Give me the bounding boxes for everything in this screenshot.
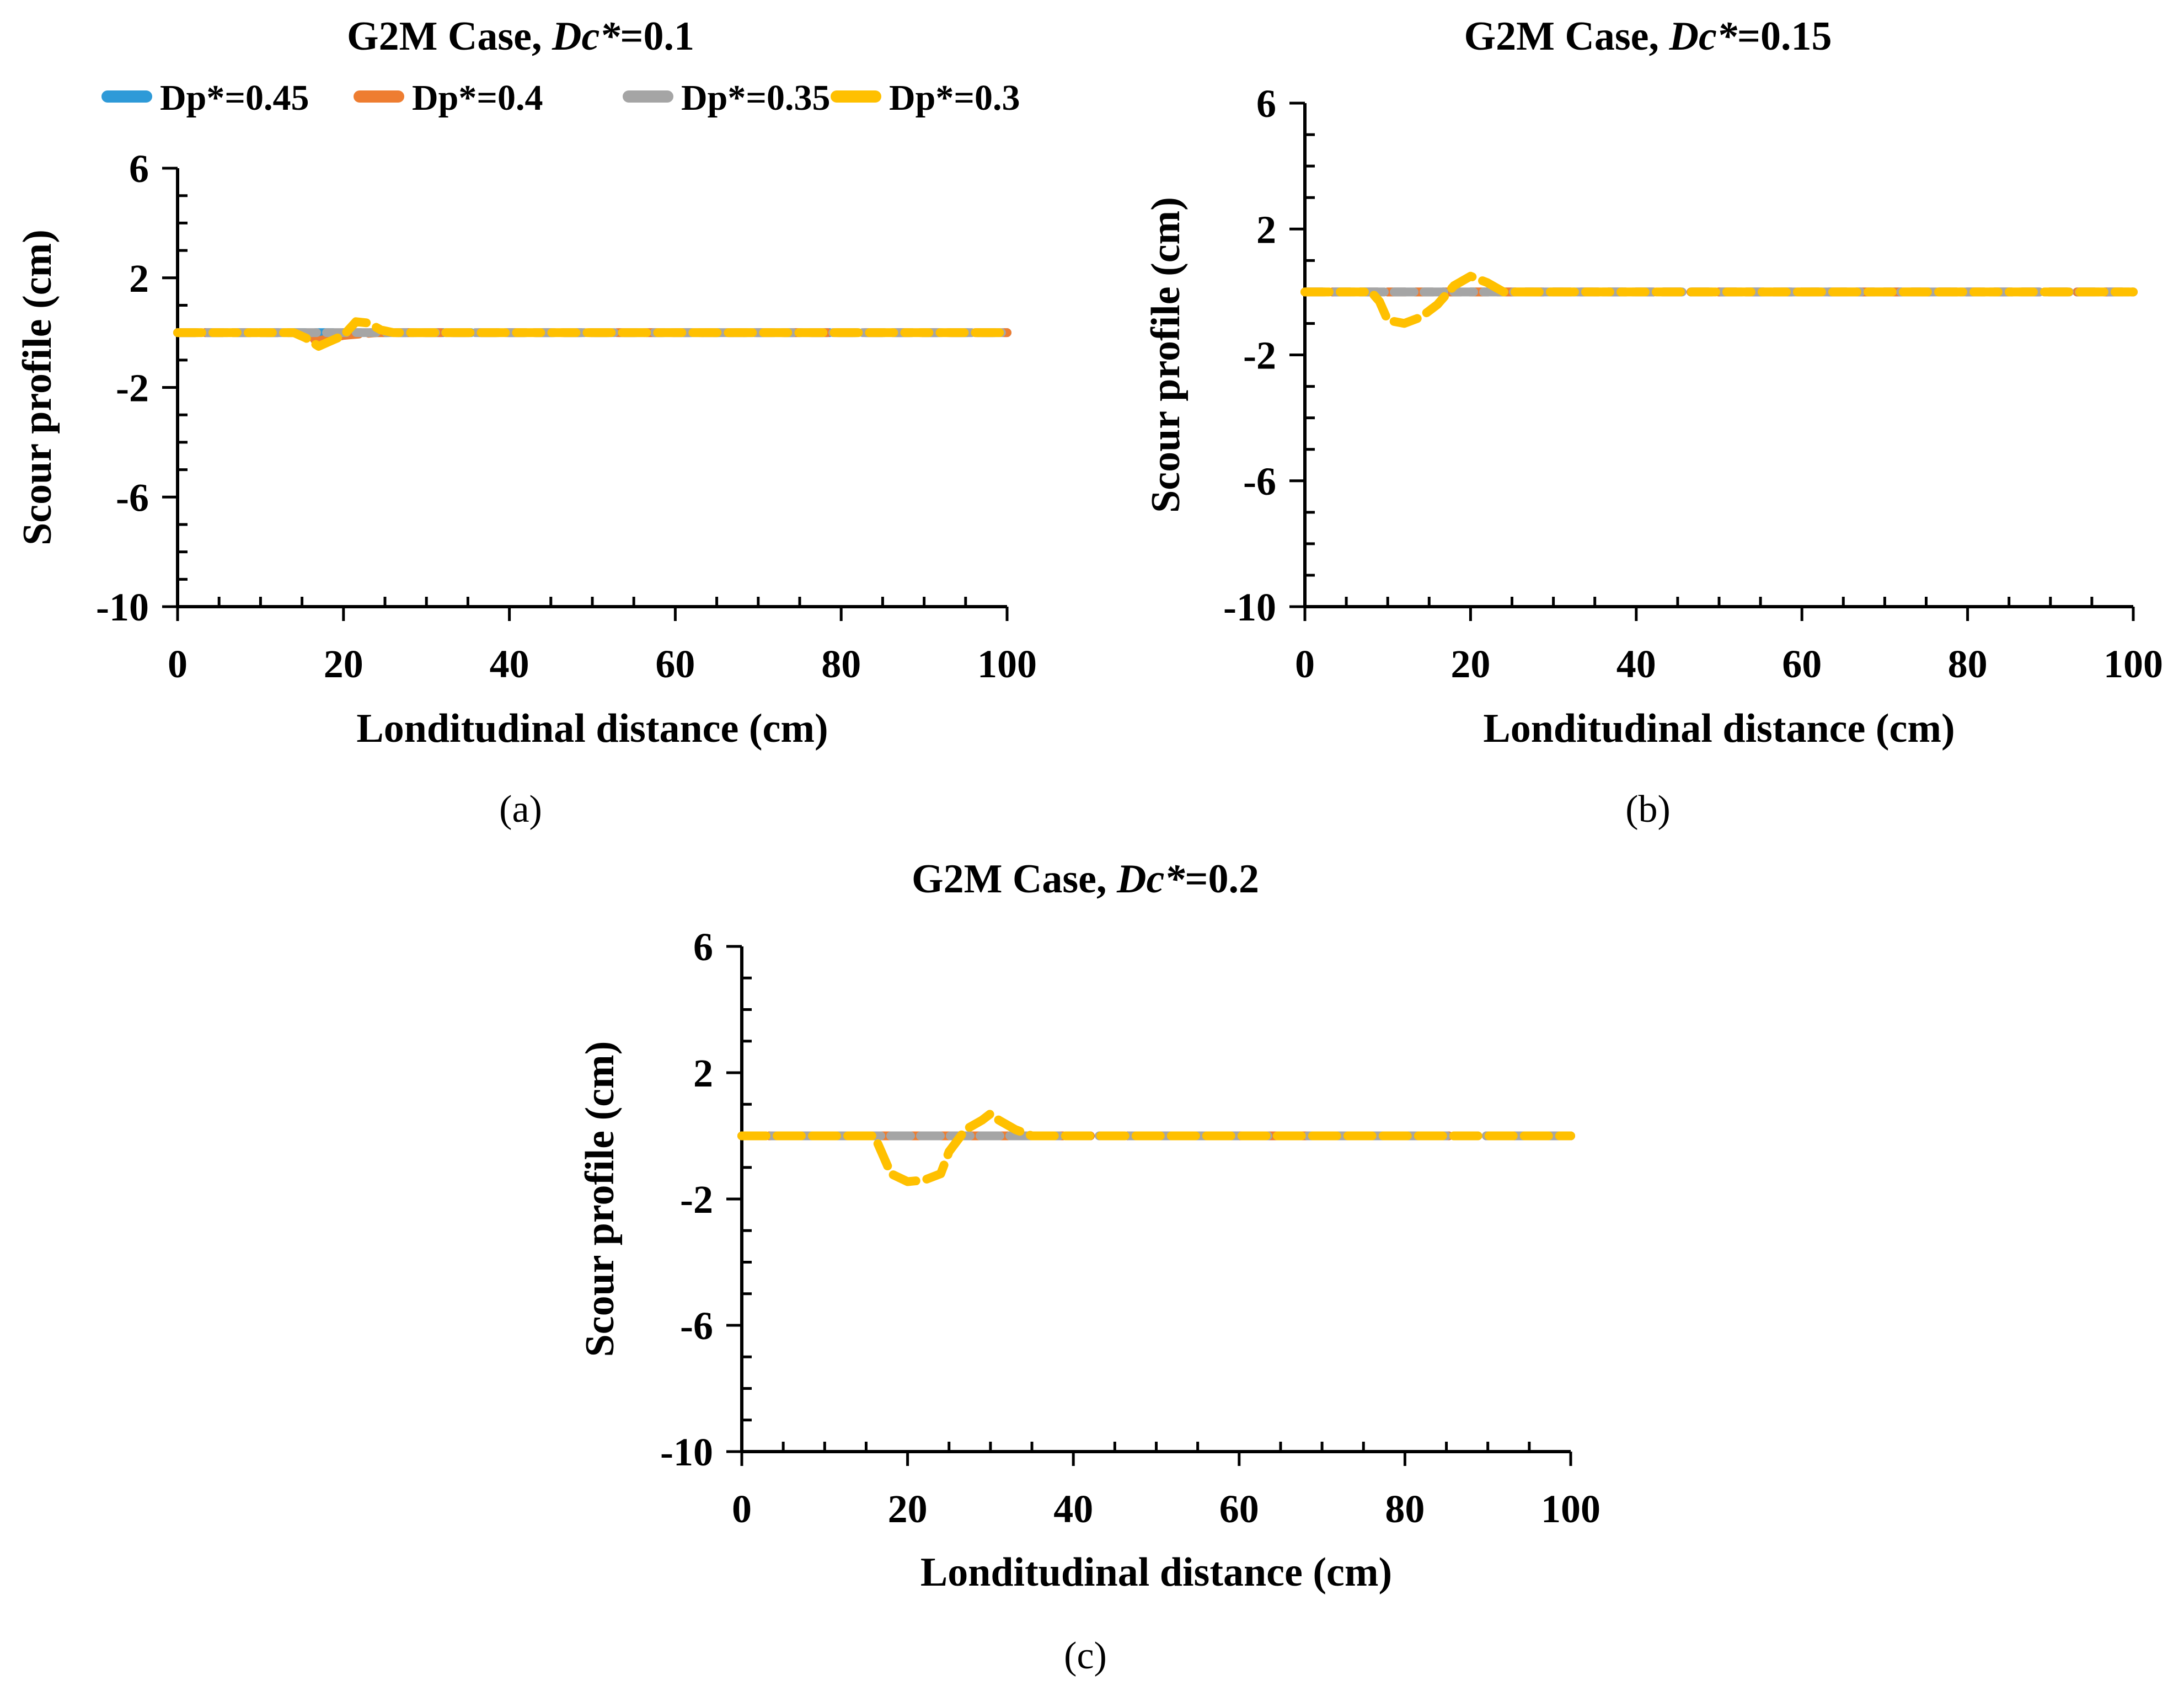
chart-title-prefix: G2M Case,: [912, 857, 1117, 902]
y-tick-label: 6: [1256, 82, 1276, 126]
y-tick-label: -10: [660, 1430, 713, 1474]
chart-title-variable: Dc*: [552, 14, 620, 59]
series-line-dp-0-3: [737, 1109, 1575, 1186]
chart-title: G2M Case, Dc*=0.15: [1464, 14, 1832, 59]
series-line-dp-0-3: [1300, 271, 2138, 328]
y-tick-label: 2: [1256, 207, 1276, 251]
chart-title-prefix: G2M Case,: [1464, 14, 1669, 59]
panel-label: (b): [1625, 788, 1671, 831]
x-tick-label: 100: [2103, 642, 2163, 686]
x-tick-label: 40: [1053, 1487, 1093, 1531]
y-tick-label: 6: [693, 925, 713, 969]
y-tick-label: -10: [1223, 585, 1276, 629]
y-tick-label: -2: [1243, 334, 1276, 378]
chart-title-variable: Dc*: [1669, 14, 1738, 59]
y-tick-label: -6: [680, 1304, 713, 1348]
legend: Dp*=0.45 Dp*=0.4 Dp*=0.35 Dp*=0.3: [101, 78, 1020, 118]
x-tick-label: 60: [1782, 642, 1822, 686]
chart-title-variable: Dc*: [1116, 857, 1185, 902]
y-tick-label: 6: [129, 147, 149, 191]
x-tick-label: 20: [888, 1487, 928, 1531]
x-axis-title: Londitudinal distance (cm): [1483, 706, 1955, 751]
legend-label-dp-0-35: Dp*=0.35: [681, 78, 830, 118]
x-tick-label: 80: [821, 642, 861, 686]
chart-title-prefix: G2M Case,: [347, 14, 552, 59]
x-axis-title: Londitudinal distance (cm): [920, 1550, 1392, 1595]
x-tick-label: 40: [490, 642, 529, 686]
legend-label-dp-0-4: Dp*=0.4: [412, 78, 543, 118]
y-tick-label: -10: [96, 585, 149, 629]
x-tick-label: 20: [1450, 642, 1490, 686]
x-tick-label: 80: [1948, 642, 1988, 686]
chart-title: G2M Case, Dc*=0.1: [347, 14, 694, 59]
panel-label: (c): [1064, 1635, 1107, 1677]
y-tick-label: -2: [116, 366, 149, 410]
y-tick-label: 2: [693, 1051, 713, 1095]
x-tick-label: 100: [977, 642, 1037, 686]
x-axis-title: Londitudinal distance (cm): [356, 706, 828, 751]
y-axis-title: Scour profile (cm): [1143, 197, 1189, 513]
x-tick-label: 100: [1541, 1487, 1600, 1531]
legend-label-dp-0-45: Dp*=0.45: [160, 78, 309, 118]
x-tick-label: 0: [732, 1487, 752, 1531]
x-tick-label: 0: [1295, 642, 1315, 686]
y-tick-label: -6: [1243, 459, 1276, 504]
x-tick-label: 0: [168, 642, 188, 686]
x-tick-label: 80: [1385, 1487, 1425, 1531]
y-tick-label: -2: [680, 1177, 713, 1222]
chart-title: G2M Case, Dc*=0.2: [912, 857, 1259, 902]
legend-label-dp-0-3: Dp*=0.3: [889, 78, 1020, 118]
chart-title-value: =0.1: [620, 14, 694, 59]
y-tick-label: 2: [129, 256, 149, 301]
x-tick-label: 60: [1219, 1487, 1259, 1531]
y-tick-label: -6: [116, 475, 149, 520]
y-axis-title: Scour profile (cm): [15, 229, 60, 545]
x-tick-label: 20: [324, 642, 363, 686]
chart-title-value: =0.15: [1737, 14, 1832, 59]
series-line-dp-0-3: [173, 317, 1011, 351]
x-tick-label: 40: [1616, 642, 1656, 686]
panel-label: (a): [499, 788, 542, 831]
x-tick-label: 60: [655, 642, 695, 686]
chart-title-value: =0.2: [1185, 857, 1259, 902]
y-axis-title: Scour profile (cm): [577, 1041, 623, 1357]
